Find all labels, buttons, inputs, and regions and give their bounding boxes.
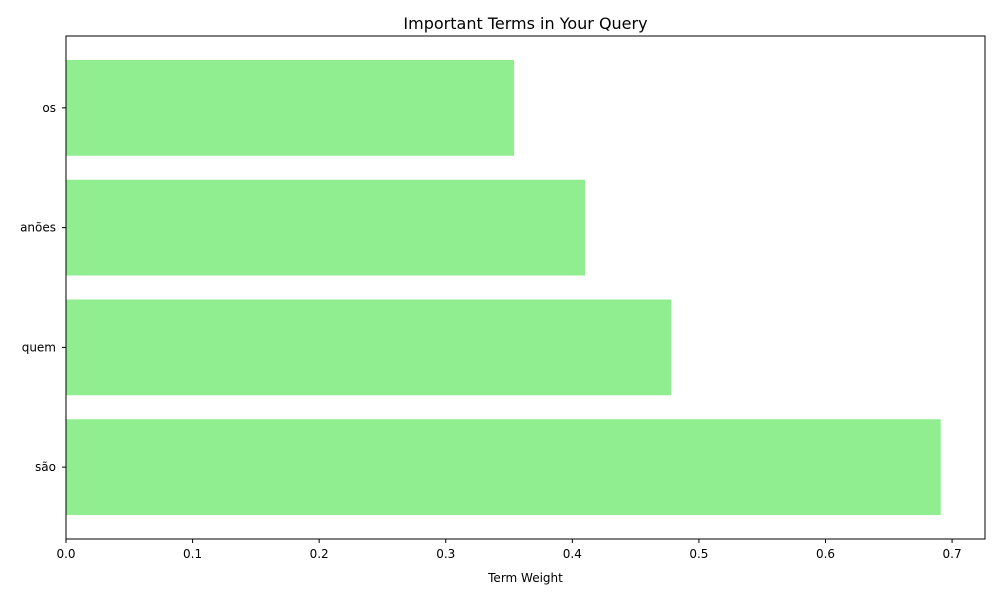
x-tick-label: 0.1 <box>183 547 202 561</box>
y-tick-label: são <box>35 460 56 474</box>
bar-anoes <box>66 179 585 276</box>
bars-group <box>66 59 941 516</box>
x-tick-label: 0.4 <box>563 547 582 561</box>
chart-title: Important Terms in Your Query <box>403 14 647 33</box>
x-tick-label: 0.7 <box>943 547 962 561</box>
y-tick-label: anões <box>20 221 56 235</box>
x-tick-label: 0.6 <box>816 547 835 561</box>
x-tick-label: 0.3 <box>436 547 455 561</box>
plot-area-frame <box>65 35 986 540</box>
x-axis: 0.0 0.1 0.2 0.3 0.4 0.5 0.6 0.7 <box>56 539 962 561</box>
y-tick-label: quem <box>22 340 56 354</box>
bar-os <box>66 59 515 156</box>
x-tick-label: 0.2 <box>310 547 329 561</box>
x-tick-label: 0.5 <box>689 547 708 561</box>
bar-quem <box>66 299 672 396</box>
x-tick-label: 0.0 <box>56 547 75 561</box>
bar-sao <box>66 419 941 516</box>
y-tick-label: os <box>42 101 56 115</box>
x-axis-label: Term Weight <box>487 571 563 585</box>
y-axis: são quem anões os <box>20 101 66 474</box>
